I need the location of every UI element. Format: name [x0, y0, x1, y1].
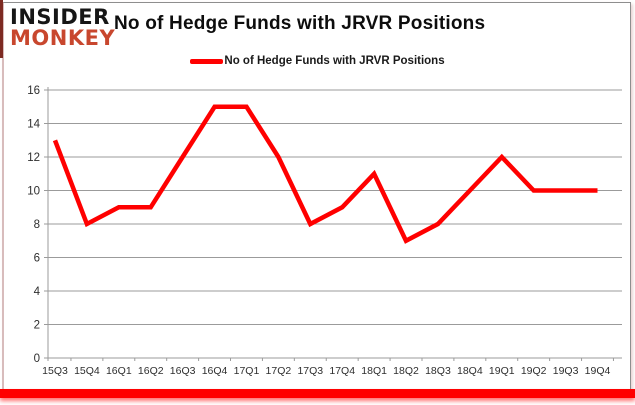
x-tick-label: 18Q2: [393, 365, 419, 377]
y-tick-label: 4: [34, 286, 41, 298]
x-tick-label: 15Q4: [74, 365, 100, 377]
y-tick-label: 12: [27, 152, 40, 164]
x-tick-label: 19Q3: [553, 365, 579, 377]
x-tick-label: 18Q4: [457, 365, 483, 377]
y-tick-label: 16: [27, 85, 40, 97]
x-tick-label: 16Q2: [138, 365, 164, 377]
bottom-accent-bar: [0, 389, 635, 398]
y-tick-label: 8: [34, 219, 40, 231]
legend-label: No of Hedge Funds with JRVR Positions: [224, 55, 445, 67]
series-line: [52, 104, 598, 244]
chart-title: No of Hedge Funds with JRVR Positions: [114, 13, 486, 34]
x-tick-label: 15Q3: [42, 365, 68, 377]
insider-monkey-logo: INSIDER MONKEY: [10, 7, 115, 49]
x-tick-label: 18Q1: [361, 365, 387, 377]
logo-line-monkey: MONKEY: [10, 26, 116, 50]
x-tick-label: 18Q3: [425, 365, 451, 377]
x-tick-label: 19Q1: [489, 365, 515, 377]
y-tick-label: 6: [34, 253, 40, 265]
y-tick-label: 10: [27, 186, 40, 198]
x-tick-label: 19Q2: [521, 365, 547, 377]
legend: No of Hedge Funds with JRVR Positions: [0, 55, 635, 67]
y-tick-label: 14: [27, 119, 40, 131]
x-tick-label: 19Q4: [585, 365, 611, 377]
x-tick-label: 17Q1: [234, 365, 260, 377]
x-tick-label: 16Q3: [170, 365, 196, 377]
x-tick-label: 16Q1: [106, 365, 132, 377]
logo-line-insider: INSIDER: [10, 5, 110, 29]
x-tick-label: 17Q2: [266, 365, 292, 377]
y-tick-label: 0: [34, 353, 40, 365]
y-tick-label: 2: [34, 320, 40, 332]
x-tick-label: 17Q3: [297, 365, 323, 377]
legend-line-icon: [190, 58, 224, 64]
x-tick-label: 16Q4: [202, 365, 228, 377]
left-accent-bar: [0, 0, 3, 58]
x-tick-label: 17Q4: [329, 365, 355, 377]
chart-card: [2, 2, 631, 391]
